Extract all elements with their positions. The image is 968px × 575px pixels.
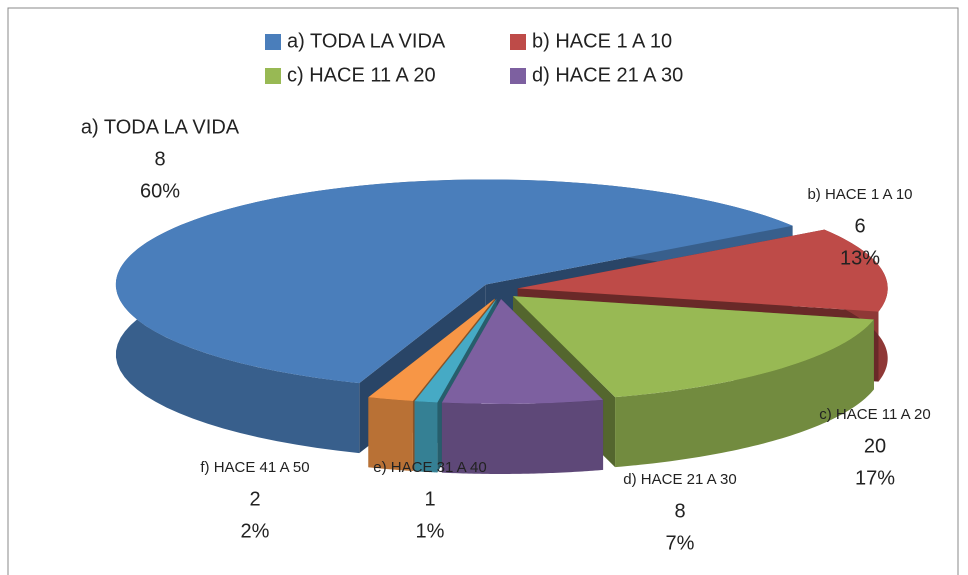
- slice-top: [441, 298, 604, 404]
- slice-top: [517, 229, 888, 312]
- data-label-percent: 60%: [140, 180, 180, 202]
- slice-side: [368, 397, 413, 472]
- legend-label: c) HACE 11 A 20: [287, 64, 436, 86]
- data-label-percent: 1%: [416, 520, 445, 542]
- legend-swatch: [265, 34, 281, 50]
- data-label-name: b) HACE 1 A 10: [807, 186, 912, 203]
- data-label-name: e) HACE 31 A 40: [373, 459, 486, 476]
- legend-label: a) TODA LA VIDA: [287, 30, 446, 52]
- legend-label: b) HACE 1 A 10: [532, 30, 672, 52]
- data-label-count: 2: [249, 488, 260, 510]
- data-label-percent: 2%: [241, 520, 270, 542]
- legend-swatch: [510, 68, 526, 84]
- slice-top: [115, 179, 793, 384]
- slice-side: [615, 319, 874, 468]
- data-label-count: 6: [854, 215, 865, 237]
- data-label-name: a) TODA LA VIDA: [81, 116, 240, 138]
- data-label-percent: 13%: [840, 247, 880, 269]
- pie-slice: [441, 298, 604, 474]
- data-label-count: 8: [674, 500, 685, 522]
- legend-swatch: [265, 68, 281, 84]
- data-label-percent: 17%: [855, 467, 895, 489]
- legend-swatch: [510, 34, 526, 50]
- slice-top: [414, 298, 497, 403]
- data-label-name: c) HACE 11 A 20: [819, 406, 930, 423]
- data-label-count: 8: [154, 148, 165, 170]
- slice-side: [441, 399, 604, 474]
- data-label-name: f) HACE 41 A 50: [200, 459, 309, 476]
- data-label-count: 1: [424, 488, 435, 510]
- slice-top: [513, 296, 874, 398]
- data-label-count: 20: [864, 435, 886, 457]
- data-label-percent: 7%: [666, 532, 695, 554]
- slice-top: [368, 298, 495, 402]
- legend-label: d) HACE 21 A 30: [532, 64, 683, 86]
- pie-slice: [513, 296, 874, 468]
- data-label-name: d) HACE 21 A 30: [623, 471, 736, 488]
- slice-side: [414, 401, 438, 473]
